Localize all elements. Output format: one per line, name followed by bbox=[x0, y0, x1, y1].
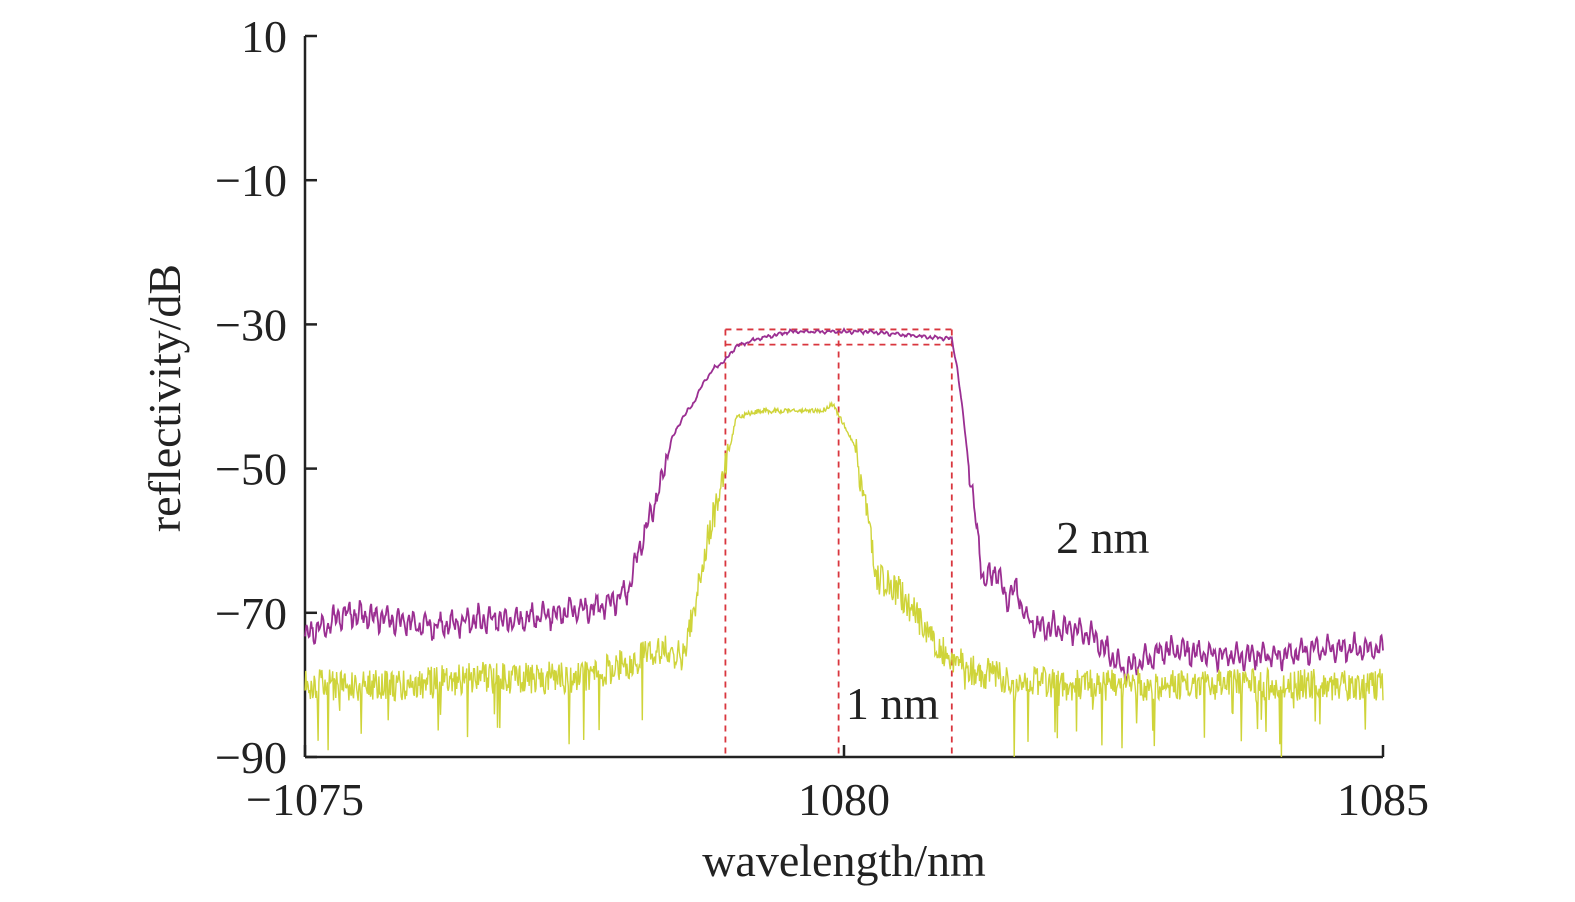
x-tick-label: 1085 bbox=[1337, 774, 1429, 825]
x-ticks: −1075 1080 1085 bbox=[246, 745, 1429, 825]
annotations: 2 nm 1 nm bbox=[846, 512, 1150, 729]
x-axis-title: wavelength/nm bbox=[702, 835, 986, 886]
x-tick-label: 1080 bbox=[798, 774, 890, 825]
series-line-2nm bbox=[304, 327, 1384, 687]
y-tick-label: −10 bbox=[215, 155, 287, 206]
y-tick-label: −30 bbox=[215, 299, 287, 350]
y-tick-label: 10 bbox=[241, 11, 287, 62]
annotation-label: 2 nm bbox=[1056, 512, 1150, 563]
reference-lines bbox=[724, 328, 953, 757]
y-tick-label: −90 bbox=[215, 732, 287, 783]
y-axis-title: reflectivity/dB bbox=[139, 264, 190, 532]
annotation-label: 1 nm bbox=[846, 678, 940, 729]
y-ticks: 10 −10 −30 −50 −70 −90 bbox=[215, 11, 317, 783]
series-line-1nm bbox=[304, 400, 1384, 758]
series-group bbox=[304, 327, 1384, 758]
y-tick-label: −50 bbox=[215, 444, 287, 495]
plot-area: 10 −10 −30 −50 −70 −90 −1075 1080 1085 2 nm 1 nm bbox=[215, 11, 1429, 825]
x-tick-label: −1075 bbox=[246, 774, 364, 825]
y-tick-label: −70 bbox=[215, 588, 287, 639]
